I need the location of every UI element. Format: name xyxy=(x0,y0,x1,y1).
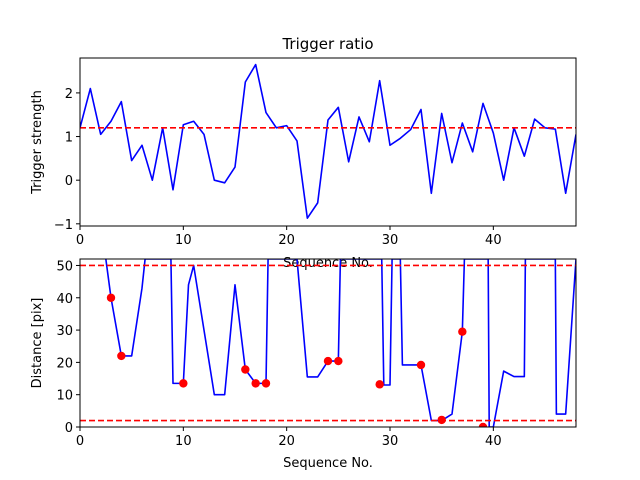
highlighted-point xyxy=(437,415,446,425)
y-tick-label: 2 xyxy=(65,87,73,102)
x-tick-label: 20 xyxy=(278,233,295,248)
highlighted-point xyxy=(334,356,343,366)
plot-frame xyxy=(79,57,577,227)
x-tick-label: 40 xyxy=(485,233,502,248)
highlighted-point xyxy=(416,360,426,370)
highlighted-point xyxy=(117,351,126,361)
highlighted-point xyxy=(106,293,116,302)
y-tick-label: 10 xyxy=(56,389,73,404)
highlighted-point xyxy=(478,422,488,427)
y-tick-label: 0 xyxy=(65,174,73,189)
plot-frame xyxy=(79,258,577,428)
y-tick-label: −1 xyxy=(54,218,73,233)
highlighted-point xyxy=(251,379,260,388)
highlighted-point xyxy=(323,356,333,366)
chart-title: Trigger ratio xyxy=(281,35,373,53)
highlighted-point xyxy=(261,379,271,388)
x-tick-label: 10 xyxy=(175,233,192,248)
highlighted-point xyxy=(458,327,467,336)
x-tick-label: 30 xyxy=(382,434,399,449)
x-tick-label: 30 xyxy=(382,233,399,248)
x-axis-label: Sequence No. xyxy=(283,256,373,271)
x-tick-label: 20 xyxy=(278,434,295,449)
y-tick-label: 40 xyxy=(56,292,73,307)
x-tick-label: 40 xyxy=(485,434,502,449)
distance-panel: 0 10 20 30 40 0 10 20 30 40 50 Sequence No. Distan… xyxy=(30,258,577,471)
y-tick-label: 30 xyxy=(56,324,73,339)
y-tick-label: 20 xyxy=(56,356,73,371)
highlighted-point xyxy=(179,379,188,388)
y-tick-label: 1 xyxy=(65,131,73,146)
x-axis-label: Sequence No. xyxy=(283,456,373,471)
y-tick-label: 50 xyxy=(56,259,73,274)
y-tick-label: 0 xyxy=(65,421,73,436)
y-axis-label: Distance [pix] xyxy=(30,298,45,389)
x-tick-label: 10 xyxy=(175,434,192,449)
series-line xyxy=(80,63,576,219)
x-tick-label: 0 xyxy=(76,233,84,248)
highlighted-point xyxy=(241,365,250,374)
series-line xyxy=(105,259,576,427)
y-axis-label: Trigger strength xyxy=(30,90,45,195)
x-tick-label: 0 xyxy=(76,434,84,449)
highlighted-point xyxy=(375,380,384,389)
